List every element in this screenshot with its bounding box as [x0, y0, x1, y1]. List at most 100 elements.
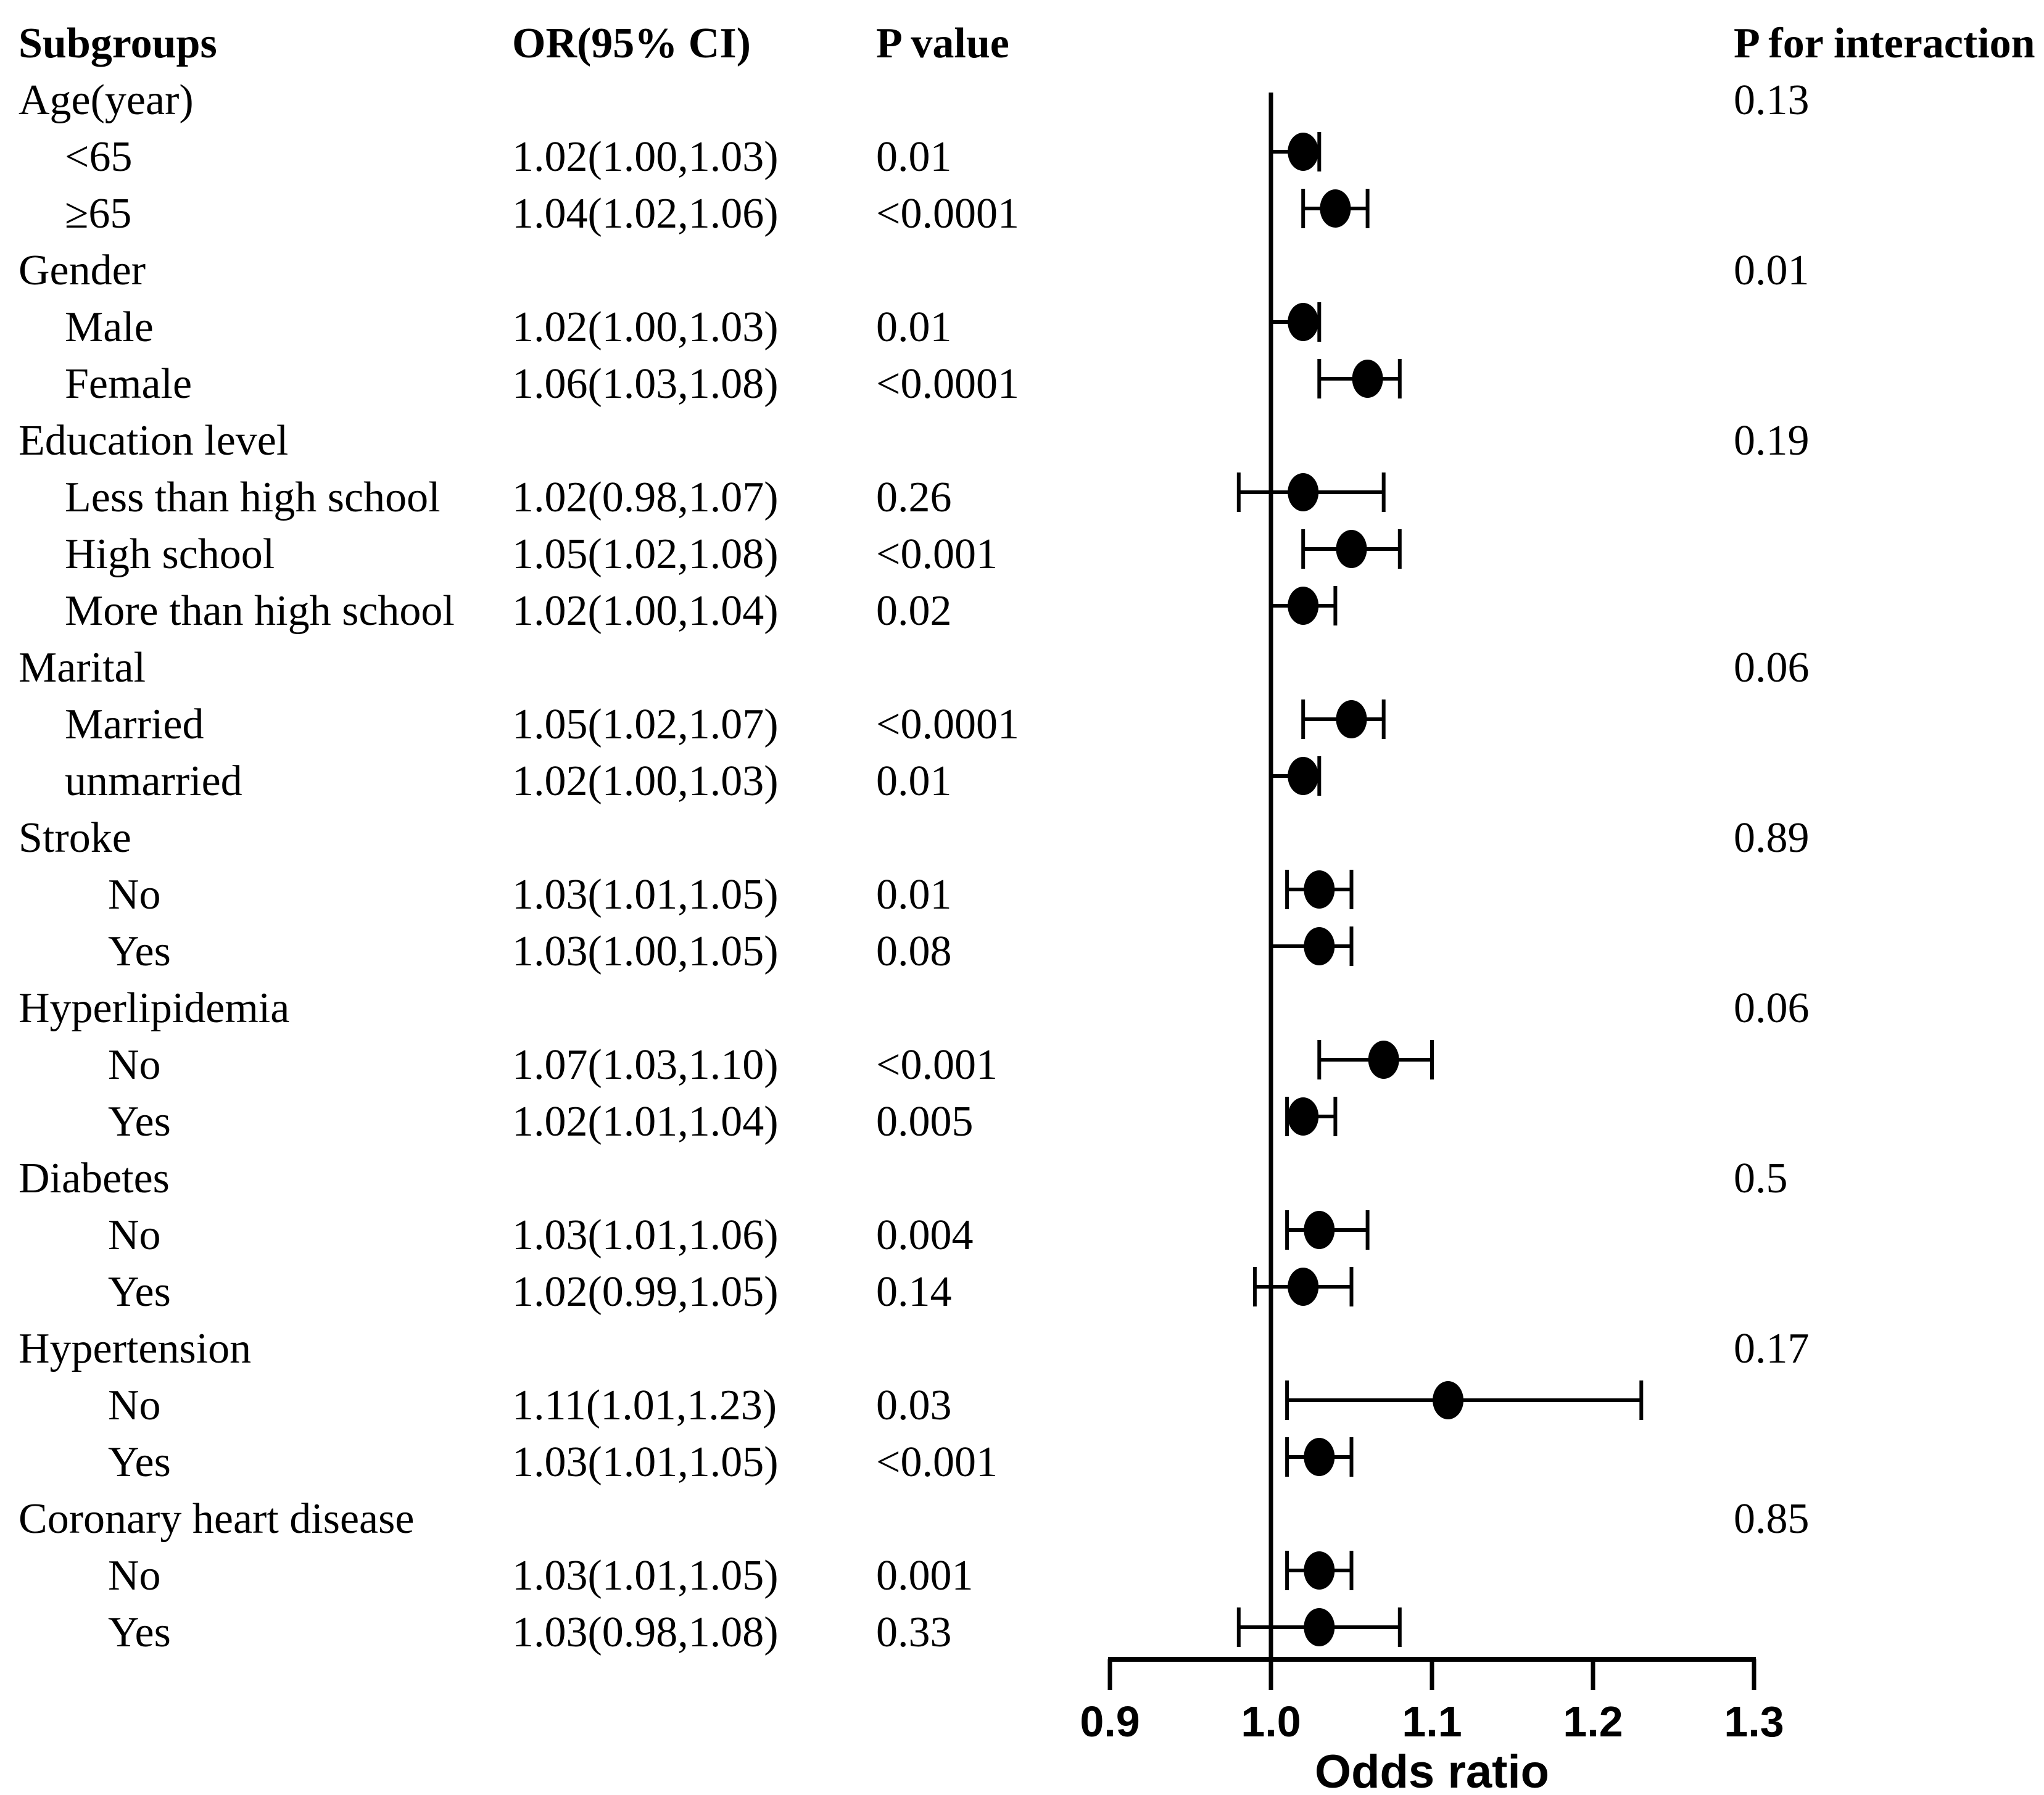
- forest-marker: [1285, 870, 1354, 909]
- forest-marker: [1252, 1267, 1354, 1306]
- or-ci-value: 1.02(1.00,1.03): [512, 133, 779, 181]
- or-point: [1304, 1608, 1335, 1646]
- or-point: [1288, 757, 1319, 795]
- group-label: Diabetes: [19, 1155, 170, 1202]
- forest-marker: [1269, 586, 1338, 625]
- p-interaction-value: 0.06: [1734, 984, 1810, 1032]
- p-value: 0.01: [876, 133, 952, 181]
- x-axis-tick-label: 1.1: [1402, 1698, 1462, 1746]
- forest-marker: [1285, 1210, 1370, 1250]
- p-value: 0.004: [876, 1211, 974, 1259]
- or-ci-value: 1.03(0.98,1.08): [512, 1609, 779, 1656]
- forest-marker: [1285, 1097, 1338, 1136]
- or-point: [1288, 1097, 1319, 1136]
- or-ci-value: 1.02(1.01,1.04): [512, 1098, 779, 1145]
- subgroup-label: No: [108, 1382, 161, 1429]
- p-value: <0.001: [876, 530, 998, 578]
- subgroup-label: Yes: [108, 928, 171, 975]
- p-value: 0.01: [876, 757, 952, 805]
- x-axis-tick-label: 1.2: [1563, 1698, 1623, 1746]
- subgroup-label: <65: [65, 133, 133, 181]
- p-interaction-value: 0.5: [1734, 1155, 1788, 1202]
- forest-marker: [1317, 1040, 1434, 1079]
- forest-marker: [1236, 1607, 1402, 1647]
- or-ci-value: 1.03(1.00,1.05): [512, 928, 779, 975]
- forest-marker: [1317, 359, 1402, 398]
- or-point: [1304, 927, 1335, 965]
- forest-marker: [1301, 529, 1402, 569]
- or-ci-value: 1.03(1.01,1.05): [512, 871, 779, 918]
- group-label: Age(year): [19, 76, 194, 124]
- group-label: Education level: [19, 417, 289, 464]
- p-value: <0.0001: [876, 360, 1019, 408]
- subgroup-label: No: [108, 1211, 161, 1259]
- subgroup-label: No: [108, 871, 161, 918]
- or-ci-value: 1.02(1.00,1.03): [512, 757, 779, 805]
- or-ci-value: 1.03(1.01,1.06): [512, 1211, 779, 1259]
- p-interaction-value: 0.89: [1734, 814, 1810, 862]
- group-label: Marital: [19, 644, 146, 691]
- or-ci-value: 1.04(1.02,1.06): [512, 190, 779, 237]
- p-interaction-value: 0.06: [1734, 644, 1810, 691]
- group-label: Gender: [19, 247, 146, 294]
- subgroup-label: More than high school: [65, 587, 455, 635]
- subgroup-label: No: [108, 1041, 161, 1089]
- p-value: <0.001: [876, 1438, 998, 1486]
- or-point: [1304, 1551, 1335, 1590]
- or-point: [1288, 133, 1319, 171]
- or-point: [1352, 360, 1383, 398]
- subgroup-label: Yes: [108, 1438, 171, 1486]
- column-header-p-value: P value: [876, 20, 1009, 67]
- subgroup-label: ≥65: [65, 190, 132, 237]
- subgroup-label: Married: [65, 701, 204, 748]
- p-value: 0.01: [876, 871, 952, 918]
- p-value: <0.001: [876, 1041, 998, 1089]
- forest-marker: [1269, 756, 1322, 796]
- forest-marker: [1269, 132, 1322, 171]
- or-ci-value: 1.03(1.01,1.05): [512, 1438, 779, 1486]
- or-point: [1336, 530, 1367, 568]
- or-ci-value: 1.05(1.02,1.07): [512, 701, 779, 748]
- p-value: 0.03: [876, 1382, 952, 1429]
- subgroup-label: Male: [65, 303, 154, 351]
- or-ci-value: 1.03(1.01,1.05): [512, 1552, 779, 1599]
- p-interaction-value: 0.19: [1734, 417, 1810, 464]
- or-ci-value: 1.07(1.03,1.10): [512, 1041, 779, 1089]
- subgroup-label: No: [108, 1552, 161, 1599]
- forest-marker: [1285, 1380, 1644, 1420]
- or-point: [1336, 700, 1367, 738]
- forest-marker: [1236, 472, 1386, 512]
- or-point: [1320, 189, 1351, 228]
- or-ci-value: 1.06(1.03,1.08): [512, 360, 779, 408]
- or-ci-value: 1.11(1.01,1.23): [512, 1382, 777, 1429]
- or-point: [1288, 1268, 1319, 1306]
- p-value: <0.0001: [876, 190, 1019, 237]
- p-value: 0.33: [876, 1609, 952, 1656]
- column-header-subgroups: Subgroups: [19, 20, 217, 67]
- subgroup-label: Female: [65, 360, 192, 408]
- group-label: Coronary heart disease: [19, 1495, 415, 1543]
- or-point: [1288, 587, 1319, 625]
- or-point: [1304, 1211, 1335, 1249]
- forest-marker: [1269, 926, 1354, 966]
- p-value: 0.005: [876, 1098, 974, 1145]
- p-value: 0.26: [876, 474, 952, 521]
- p-value: 0.01: [876, 303, 952, 351]
- x-axis-ticks: 0.9 1.0 1.1 1.2 1.3: [1080, 1659, 1784, 1746]
- p-value: 0.001: [876, 1552, 974, 1599]
- or-point: [1368, 1041, 1399, 1079]
- p-interaction-value: 0.13: [1734, 76, 1810, 124]
- p-value: 0.02: [876, 587, 952, 635]
- subgroup-label: Less than high school: [65, 474, 441, 521]
- subgroup-label: High school: [65, 530, 275, 578]
- forest-marker: [1285, 1437, 1354, 1477]
- or-point: [1288, 303, 1319, 341]
- subgroup-label: Yes: [108, 1268, 171, 1316]
- forest-marker: [1285, 1551, 1354, 1590]
- forest-marker: [1301, 699, 1386, 739]
- group-label: Stroke: [19, 814, 131, 862]
- group-label: Hyperlipidemia: [19, 984, 290, 1032]
- or-ci-value: 1.02(1.00,1.03): [512, 303, 779, 351]
- or-ci-value: 1.02(0.98,1.07): [512, 474, 779, 521]
